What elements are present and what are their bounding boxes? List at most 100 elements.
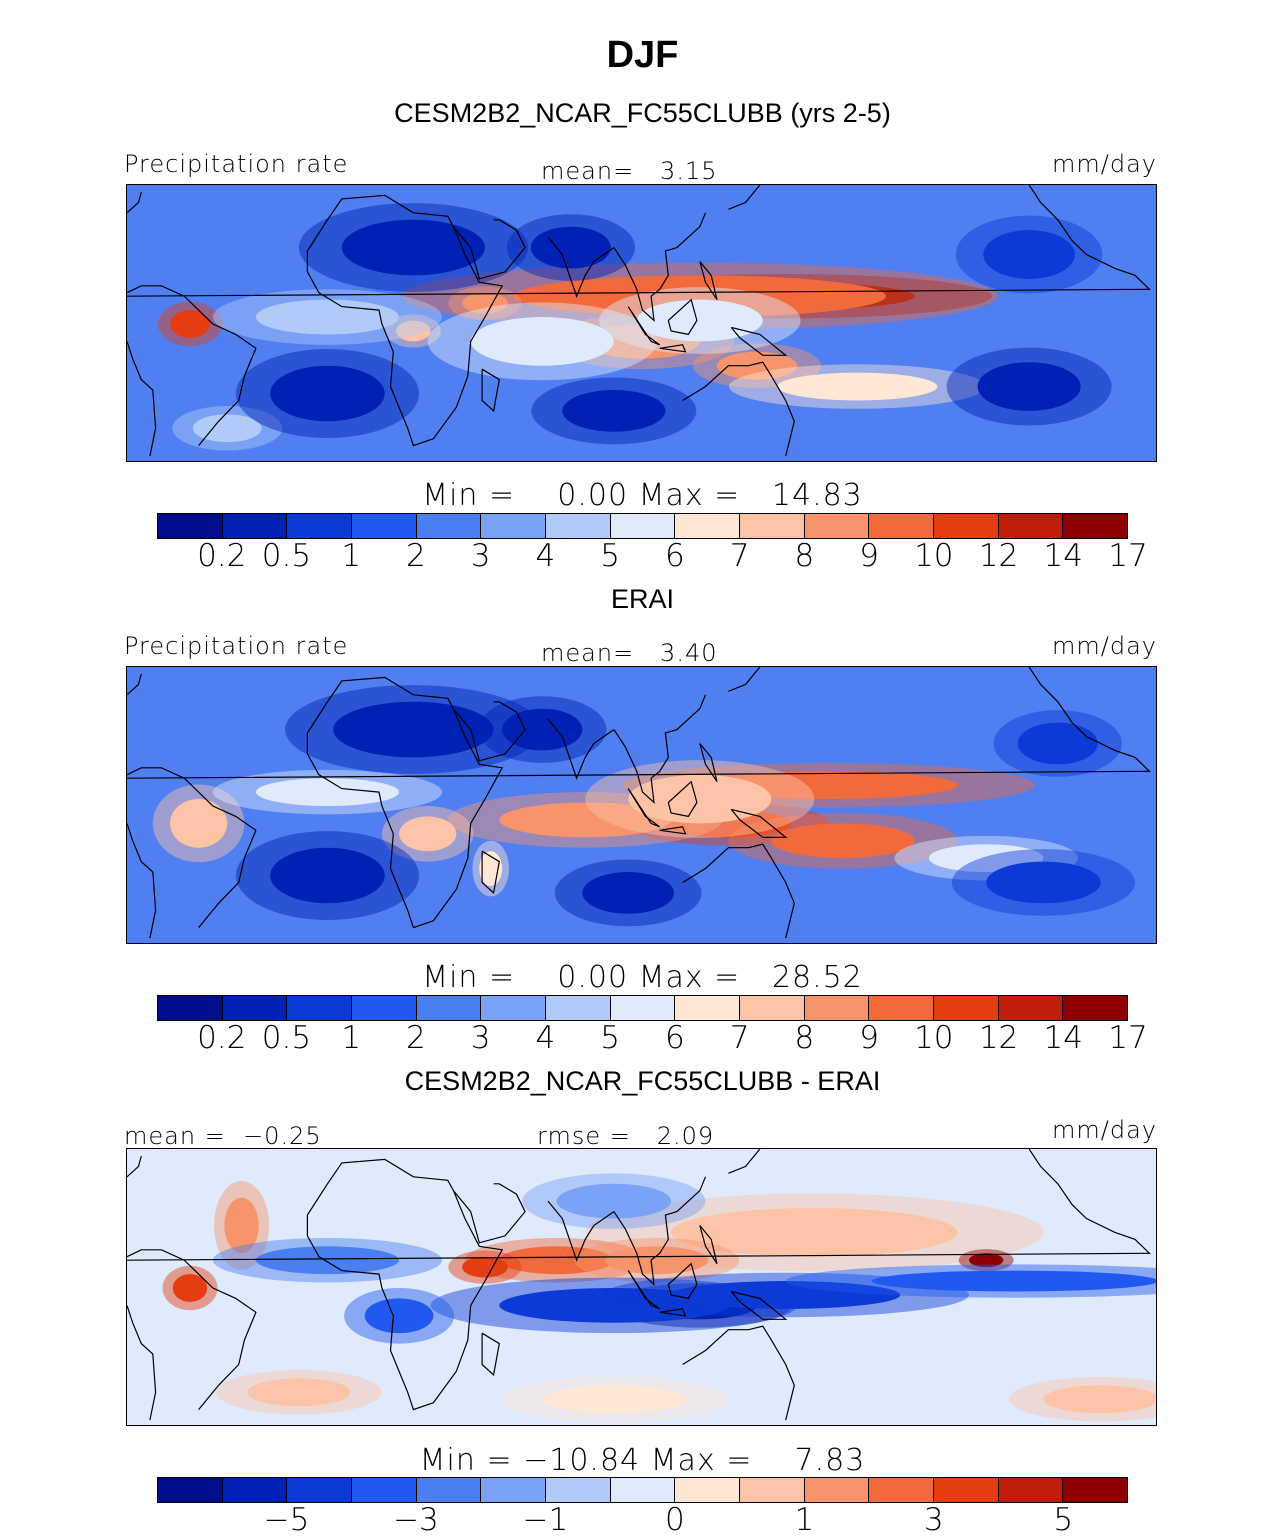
panel-2-tick-label: 10 xyxy=(914,1020,954,1056)
panel-3-tick-label: 3 xyxy=(923,1502,944,1538)
panel-2-colorbar-swatch-13 xyxy=(998,996,1064,1020)
panel-2-tick-label: 0.5 xyxy=(261,1020,312,1056)
panel-2-coastline-9 xyxy=(127,667,1151,779)
panel-2-field-6-core xyxy=(399,816,457,852)
panel-2-colorbar-swatch-3 xyxy=(352,996,417,1020)
panel-2-coastline-0 xyxy=(306,676,504,929)
panel-3-field-2-core xyxy=(499,1246,614,1275)
panel-2-tick-label: 8 xyxy=(794,1020,815,1056)
panel-2-variable-label: Precipitation rate xyxy=(124,632,349,660)
panel-3-colorbar-swatch-6 xyxy=(546,1478,611,1502)
panel-2-coastline-6 xyxy=(127,823,157,939)
panel-1-colorbar-swatch-6 xyxy=(546,514,611,538)
panel-2-tick-label: 17 xyxy=(1108,1020,1148,1056)
panel-3-coastline-15 xyxy=(728,1149,761,1174)
panel-1-colorbar-swatch-11 xyxy=(869,514,935,538)
panel-1-colorbar-swatch-5 xyxy=(481,514,547,538)
panel-1-tick-label: 9 xyxy=(859,538,879,574)
panel-1-tick-label: 3 xyxy=(470,538,491,574)
panel-1-colorbar-swatch-9 xyxy=(740,514,805,538)
panel-2-tick-label: 2 xyxy=(406,1020,426,1056)
panel-2-colorbar-swatch-1 xyxy=(222,996,288,1020)
panel-1-colorbar-swatch-8 xyxy=(675,514,741,538)
panel-1-coastline-9 xyxy=(127,185,1151,297)
panel-2-field-13-core xyxy=(582,872,675,914)
panel-2-coastline-7 xyxy=(127,767,257,928)
panel-3-field-7-core xyxy=(247,1378,351,1407)
panel-1-tick-label: 2 xyxy=(406,538,426,574)
panel-2-tick-label: 14 xyxy=(1043,1020,1083,1056)
panel-1-field-17-core xyxy=(983,230,1075,279)
panel-2-tick-label: 6 xyxy=(664,1020,685,1056)
panel-3-colorbar-ticks: −5 −3 −1 0 1 3 5 xyxy=(0,1502,1285,1539)
panel-3-field-15-core xyxy=(255,1246,400,1275)
panel-2-field-10-core xyxy=(333,701,494,758)
panel-1-tick-label: 14 xyxy=(1043,538,1083,574)
panel-2-units-label: mm/day xyxy=(1052,632,1157,660)
panel-1-colorbar-swatch-1 xyxy=(222,514,288,538)
panel-1-coastline-11 xyxy=(659,344,687,353)
panel-3-tick-label: −5 xyxy=(263,1502,310,1538)
panel-1-field-5-core xyxy=(396,320,431,342)
panel-3-coastline-7 xyxy=(127,1249,257,1410)
panel-1-colorbar-swatch-12 xyxy=(934,514,999,538)
panel-3-coastline-9 xyxy=(127,1149,1151,1261)
panel-1-colorbar-swatch-10 xyxy=(804,514,870,538)
panel-3-coastline-1 xyxy=(481,1332,500,1377)
panel-3-colorbar xyxy=(157,1477,1128,1503)
panel-2-colorbar-swatch-6 xyxy=(546,996,611,1020)
panel-3-field-6-core xyxy=(224,1197,259,1254)
panel-1-coastline-12 xyxy=(667,298,698,336)
panel-1-field-6-core xyxy=(716,351,798,380)
panel-1-minmax: Min = 0.00 Max = 14.83 xyxy=(422,478,863,513)
panel-3-tick-label: 1 xyxy=(794,1502,815,1538)
panel-3-colorbar-swatch-4 xyxy=(416,1478,482,1502)
panel-3-tick-label: 0 xyxy=(664,1502,685,1538)
panel-2-field-8-core xyxy=(255,778,400,806)
panel-3-colorbar-swatch-1 xyxy=(222,1478,288,1502)
panel-3-coastline-0 xyxy=(306,1158,504,1411)
panel-1-coastline-2 xyxy=(453,219,526,280)
panel-3-field-4-core xyxy=(605,1246,709,1275)
panel-1-field-14-core xyxy=(530,226,611,269)
panel-3-colorbar-swatch-8 xyxy=(675,1478,741,1502)
panel-1-mean-label: mean= 3.15 xyxy=(541,157,718,185)
panel-1-title: CESM2B2_NCAR_FC55CLUBB (yrs 2-5) xyxy=(394,98,891,128)
panel-3-field-14-core xyxy=(364,1298,434,1334)
panel-1-tick-label: 12 xyxy=(978,538,1019,574)
panel-2-colorbar-swatch-14 xyxy=(1063,996,1128,1020)
panel-2-colorbar xyxy=(157,995,1128,1021)
panel-1-colorbar-swatch-4 xyxy=(416,514,482,538)
panel-1-colorbar-swatch-0 xyxy=(158,514,223,538)
panel-2-coastline-15 xyxy=(728,667,761,692)
panel-3-coastline-8 xyxy=(127,1155,142,1178)
panel-1-variable-label: Precipitation rate xyxy=(124,150,349,178)
panel-1-colorbar-swatch-13 xyxy=(998,514,1064,538)
panel-1-tick-label: 8 xyxy=(794,538,815,574)
panel-1-coastline-1 xyxy=(481,368,500,413)
panel-2-colorbar-swatch-7 xyxy=(610,996,676,1020)
panel-2-field-3-core xyxy=(499,802,672,838)
panel-2-coastline-10 xyxy=(627,788,661,828)
panel-1-coastline-3 xyxy=(547,236,615,298)
figure-title: DJF xyxy=(606,34,679,76)
panel-2-colorbar-swatch-2 xyxy=(287,996,353,1020)
panel-3-coastline-2 xyxy=(453,1183,526,1244)
panel-2-colorbar-swatch-9 xyxy=(740,996,805,1020)
panel-2-colorbar-swatch-8 xyxy=(675,996,741,1020)
panel-3-colorbar-swatch-12 xyxy=(934,1478,999,1502)
panel-2-map xyxy=(126,666,1157,944)
panel-2-colorbar-ticks: 0.2 0.5 1 2 3 4 5 6 7 8 9 10 12 14 17 xyxy=(0,1020,1285,1060)
panel-3-field-12-core xyxy=(671,1281,901,1309)
panel-2-coastline-14 xyxy=(730,808,788,838)
panel-1-coastline-13 xyxy=(699,261,718,301)
panel-1-tick-label: 6 xyxy=(664,538,685,574)
panel-3-colorbar-swatch-3 xyxy=(352,1478,417,1502)
panel-2-coastline-8 xyxy=(127,673,142,696)
panel-2-coastline-11 xyxy=(659,826,687,835)
panel-2-field-11-core xyxy=(502,708,583,751)
panel-3-field-1-core xyxy=(968,1253,1004,1268)
panel-2-field-12-core xyxy=(270,847,385,904)
panel-3-coastline-11 xyxy=(659,1308,687,1317)
panel-2-coastline-12 xyxy=(667,780,698,818)
